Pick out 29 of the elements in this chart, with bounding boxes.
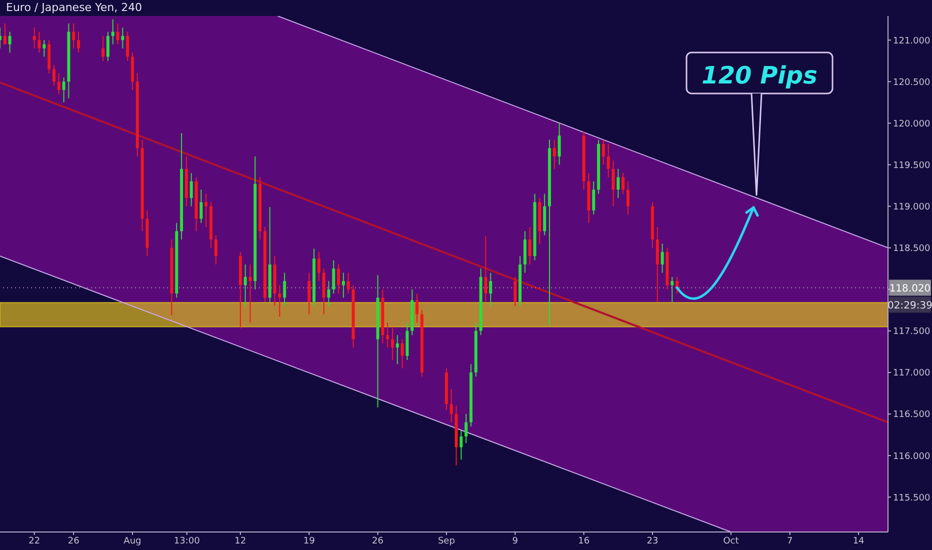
x-tick-label: 23 bbox=[646, 536, 658, 546]
y-tick-label: 117.500 bbox=[893, 327, 930, 338]
y-tick-label: 120.000 bbox=[893, 119, 930, 130]
y-tick-label: 117.000 bbox=[893, 368, 930, 379]
x-tick-label: 9 bbox=[512, 536, 518, 546]
annotation: 02:29:39 bbox=[888, 300, 932, 312]
y-tick-label: 121.000 bbox=[893, 36, 930, 46]
x-tick-label: 16 bbox=[578, 536, 590, 546]
y-tick-label: 116.000 bbox=[893, 452, 930, 462]
y-tick-label: 119.500 bbox=[893, 160, 930, 171]
x-tick-label: Aug bbox=[124, 536, 142, 546]
x-tick-label: 14 bbox=[852, 536, 865, 546]
chart-title: Euro / Japanese Yen, 240 bbox=[5, 1, 144, 14]
y-tick-label: 119.000 bbox=[893, 202, 930, 212]
x-tick-label: 22 bbox=[28, 536, 40, 546]
annotation: 120 Pips bbox=[702, 61, 818, 90]
ref-line-label: 118.020 bbox=[889, 284, 931, 295]
x-tick-label: 26 bbox=[68, 536, 80, 546]
y-tick-label: 115.500 bbox=[893, 493, 930, 504]
y-tick-label: 118.500 bbox=[893, 244, 930, 254]
x-tick-label: Sep bbox=[438, 536, 456, 546]
y-tick-label: 120.500 bbox=[893, 78, 930, 88]
x-tick-label: 26 bbox=[372, 536, 384, 546]
x-tick-label: 12 bbox=[234, 536, 246, 546]
x-tick-label: 19 bbox=[303, 536, 316, 546]
x-tick-label: Oct bbox=[723, 536, 740, 546]
y-tick-label: 116.500 bbox=[893, 410, 930, 420]
x-tick-label: 13:00 bbox=[174, 536, 200, 546]
x-tick-label: 7 bbox=[787, 536, 793, 546]
